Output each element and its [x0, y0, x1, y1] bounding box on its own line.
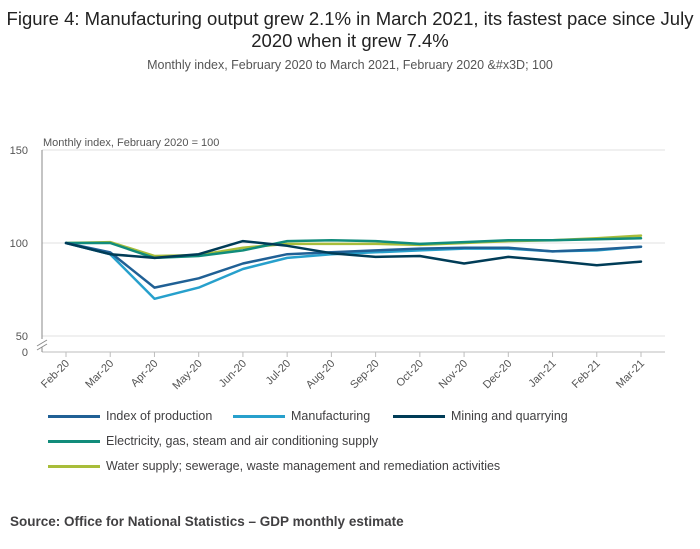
- legend-label: Electricity, gas, steam and air conditio…: [106, 434, 379, 448]
- legend-swatch: [48, 414, 100, 418]
- legend-swatch: [48, 439, 100, 443]
- legend-swatch: [48, 464, 100, 468]
- legend-label: Water supply; sewerage, waste management…: [106, 459, 501, 473]
- axis-layer: 50 100 150 0 Monthly index, February 2020 = …: [10, 137, 647, 392]
- legend-item-mining-and-quarrying[interactable]: Mining and quarrying: [393, 409, 568, 423]
- line-chart: 50 100 150 0 Monthly index, February 2020 = …: [10, 137, 665, 392]
- x-tick-label: Aug-20: [304, 358, 338, 392]
- y-tick-label: 150: [10, 145, 28, 157]
- chart-title: Figure 4: Manufacturing output grew 2.1%…: [6, 8, 694, 51]
- x-tick-label: Dec-20: [481, 358, 515, 392]
- y-tick-label: 100: [10, 238, 28, 250]
- legend-item-electricity[interactable]: Electricity, gas, steam and air conditio…: [48, 434, 378, 448]
- x-tick-label: Apr-20: [129, 358, 161, 390]
- axis-break-mark: [36, 343, 48, 351]
- x-tick-label: Feb-20: [39, 358, 72, 391]
- legend-swatch: [393, 414, 445, 418]
- legend-label: Manufacturing: [291, 409, 371, 423]
- series-line-mining-and-quarrying: [64, 239, 643, 267]
- y-axis-label: Monthly index, February 2020 = 100: [43, 137, 219, 149]
- legend-swatch: [233, 414, 285, 418]
- x-tick-label: Jan-21: [526, 358, 558, 390]
- legend-item-water-supply[interactable]: Water supply; sewerage, waste management…: [48, 459, 500, 473]
- series-line-index-of-production: [64, 241, 643, 289]
- chart-subtitle: Monthly index, February 2020 to March 20…: [147, 58, 553, 72]
- y-tick-label: 50: [16, 331, 28, 343]
- y-tick-label-zero: 0: [22, 347, 28, 359]
- x-tick-label: Oct-20: [394, 358, 426, 390]
- legend-item-index-of-production[interactable]: Index of production: [48, 409, 212, 423]
- x-tick-label: Nov-20: [437, 358, 471, 392]
- axis-break-mark: [36, 339, 48, 347]
- x-tick-label: May-20: [170, 358, 204, 392]
- x-tick-label: Sep-20: [348, 358, 382, 392]
- x-tick-label: Mar-20: [83, 358, 116, 391]
- series-layer: [64, 234, 643, 301]
- legend-label: Index of production: [106, 409, 213, 423]
- legend-label: Mining and quarrying: [451, 409, 568, 423]
- source-note: Source: Office for National Statistics –…: [10, 514, 404, 529]
- x-tick-label: Jun-20: [217, 358, 249, 390]
- legend-item-manufacturing[interactable]: Manufacturing: [233, 409, 370, 423]
- x-tick-label: Jul-20: [264, 358, 294, 388]
- x-tick-label: Mar-21: [614, 358, 647, 391]
- x-tick-label: Feb-21: [570, 358, 603, 391]
